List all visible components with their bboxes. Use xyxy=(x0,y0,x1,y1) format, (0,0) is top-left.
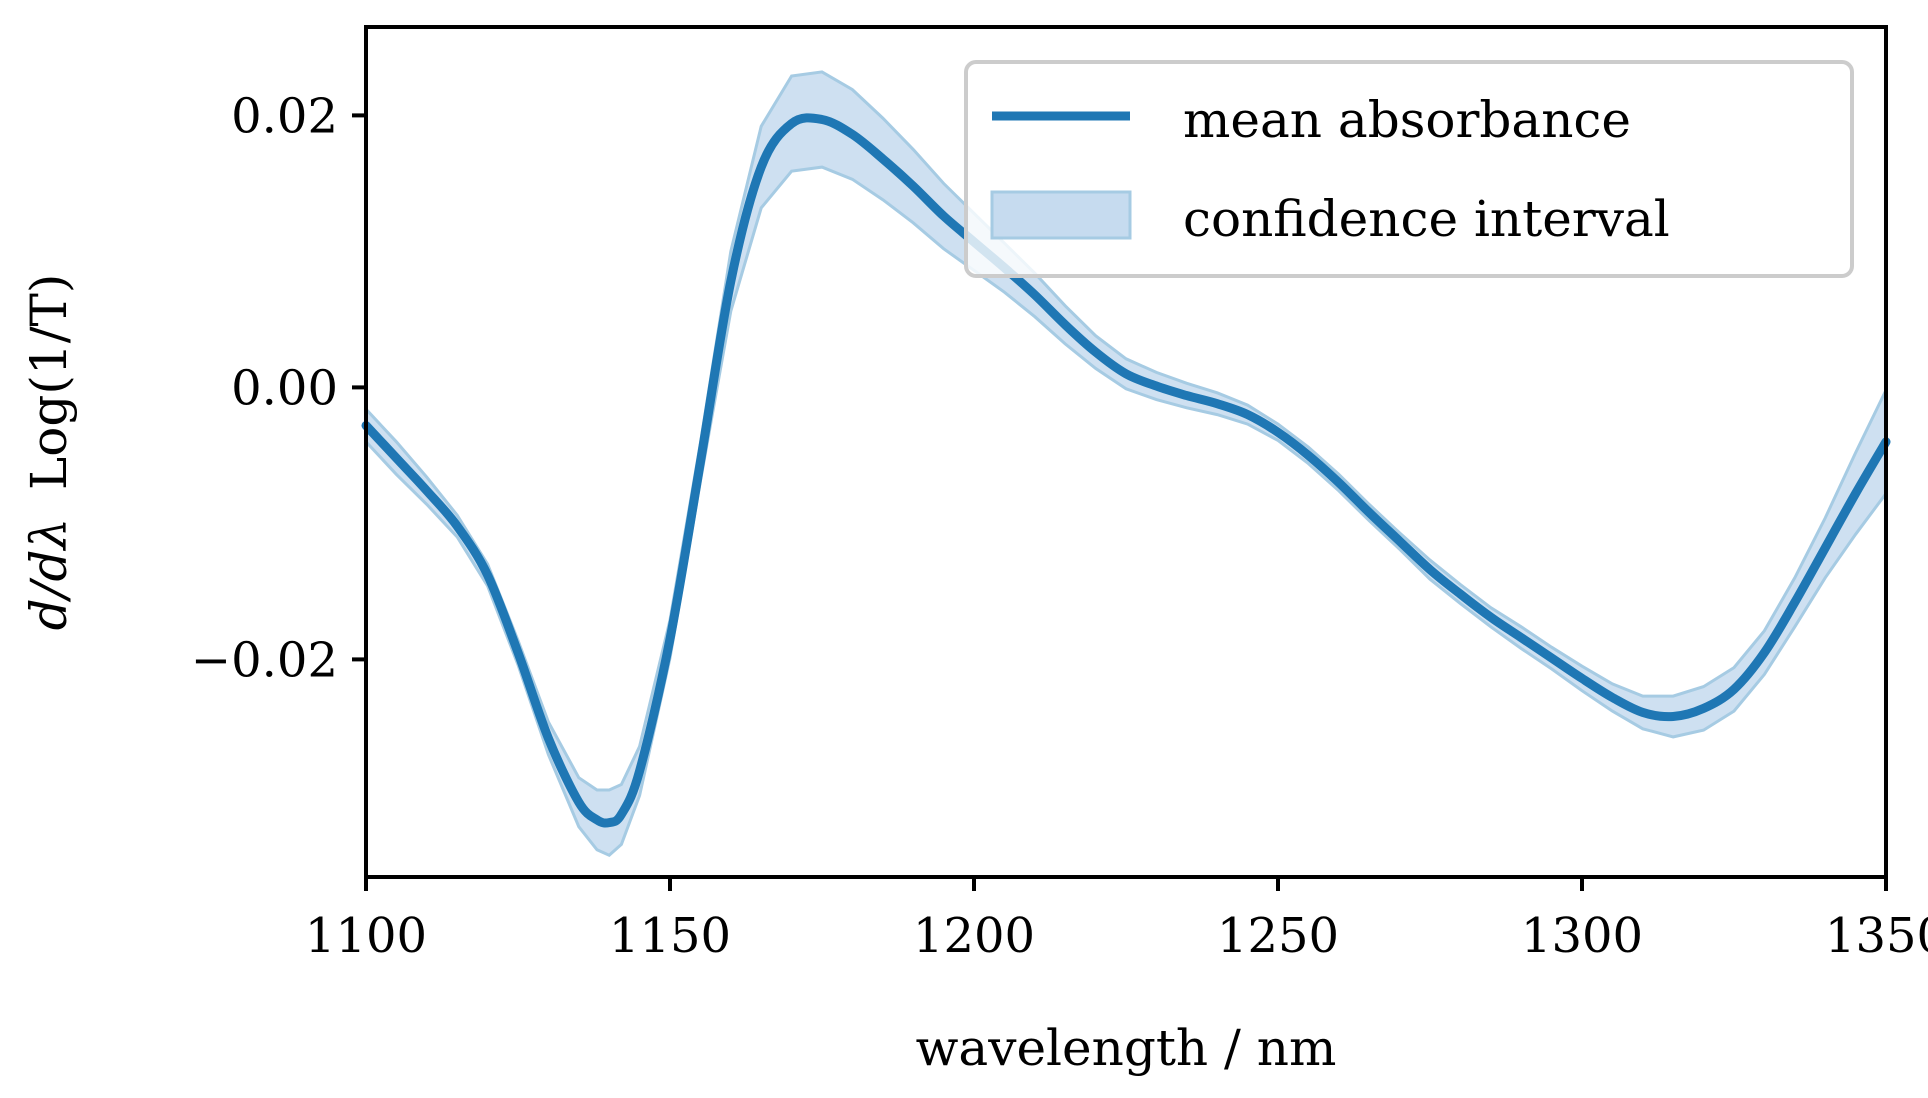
y-tick-label-2: −0.02 xyxy=(191,632,338,688)
x-axis-title: wavelength / nm xyxy=(916,1019,1337,1077)
y-axis-title-derivative: d/dλ xyxy=(20,518,78,631)
y-axis-title: d/dλ Log(1/T) xyxy=(20,274,78,631)
x-tick-label-1100: 1100 xyxy=(305,908,427,964)
y-tick-label-0: 0.02 xyxy=(231,88,338,144)
x-tick-label-1250: 1250 xyxy=(1217,908,1339,964)
legend-confidence-interval-swatch xyxy=(990,190,1132,240)
mean-absorbance-line xyxy=(361,113,1891,828)
legend-confidence-interval-label: confidence interval xyxy=(1183,190,1670,248)
x-tick-label-1300: 1300 xyxy=(1521,908,1643,964)
axes-frame xyxy=(364,25,1888,879)
y-axis-title-function: Log(1/T) xyxy=(20,274,78,490)
legend-mean-absorbance-label: mean absorbance xyxy=(1183,91,1631,149)
x-tick-label-1150: 1150 xyxy=(609,908,731,964)
y-tick-label-1: 0.00 xyxy=(231,360,338,416)
x-tick-label-1200: 1200 xyxy=(913,908,1035,964)
legend-box xyxy=(964,60,1854,278)
legend: mean absorbance confidence interval xyxy=(964,60,1854,278)
